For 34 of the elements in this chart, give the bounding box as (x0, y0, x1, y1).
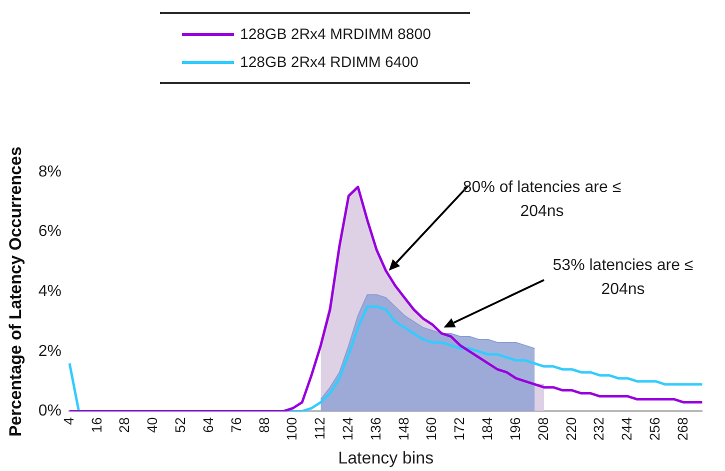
x-tick-label: 220 (562, 417, 579, 441)
x-tick-label: 28 (116, 417, 132, 433)
x-tick-label: 268 (674, 417, 690, 441)
x-tick-label: 124 (340, 417, 356, 441)
x-tick-label: 136 (367, 417, 384, 441)
x-tick-label: 208 (534, 417, 551, 441)
x-axis-title: Latency bins (338, 448, 434, 468)
annotation: 53% latencies are ≤ 204ns (552, 256, 694, 300)
annotation: 80% of latencies are ≤ 204ns (462, 178, 622, 222)
x-tick-label: 148 (395, 417, 412, 441)
x-tick-label: 184 (479, 417, 496, 441)
y-tick-label: 0% (38, 402, 62, 420)
x-tick-label: 172 (451, 417, 468, 441)
legend-label: 128GB 2Rx4 RDIMM 6400 (240, 54, 418, 70)
x-tick-label: 4 (60, 417, 76, 426)
x-tick-label: 40 (144, 417, 160, 433)
x-tick-label: 100 (284, 417, 300, 441)
y-tick-label: 4% (38, 283, 62, 300)
x-tick-label: 196 (506, 417, 523, 441)
x-tick-label: 88 (256, 417, 272, 433)
y-axis-title: Percentage of Latency Occurrences (6, 146, 25, 437)
x-tick-label: 112 (312, 417, 328, 440)
x-tick-label: 76 (228, 417, 244, 433)
x-tick-label: 256 (646, 417, 663, 441)
x-tick-label: 160 (423, 417, 440, 441)
y-tick-label: 8% (38, 163, 62, 180)
y-tick-label: 2% (38, 342, 62, 360)
x-tick-label: 232 (590, 417, 607, 441)
x-tick-label: 244 (618, 417, 635, 441)
x-tick-label: 64 (200, 417, 216, 433)
x-tick-label: 52 (172, 417, 188, 433)
x-tick-label: 16 (88, 417, 104, 433)
y-tick-label: 6% (38, 223, 62, 240)
legend-label: 128GB 2Rx4 MRDIMM 8800 (240, 26, 431, 42)
